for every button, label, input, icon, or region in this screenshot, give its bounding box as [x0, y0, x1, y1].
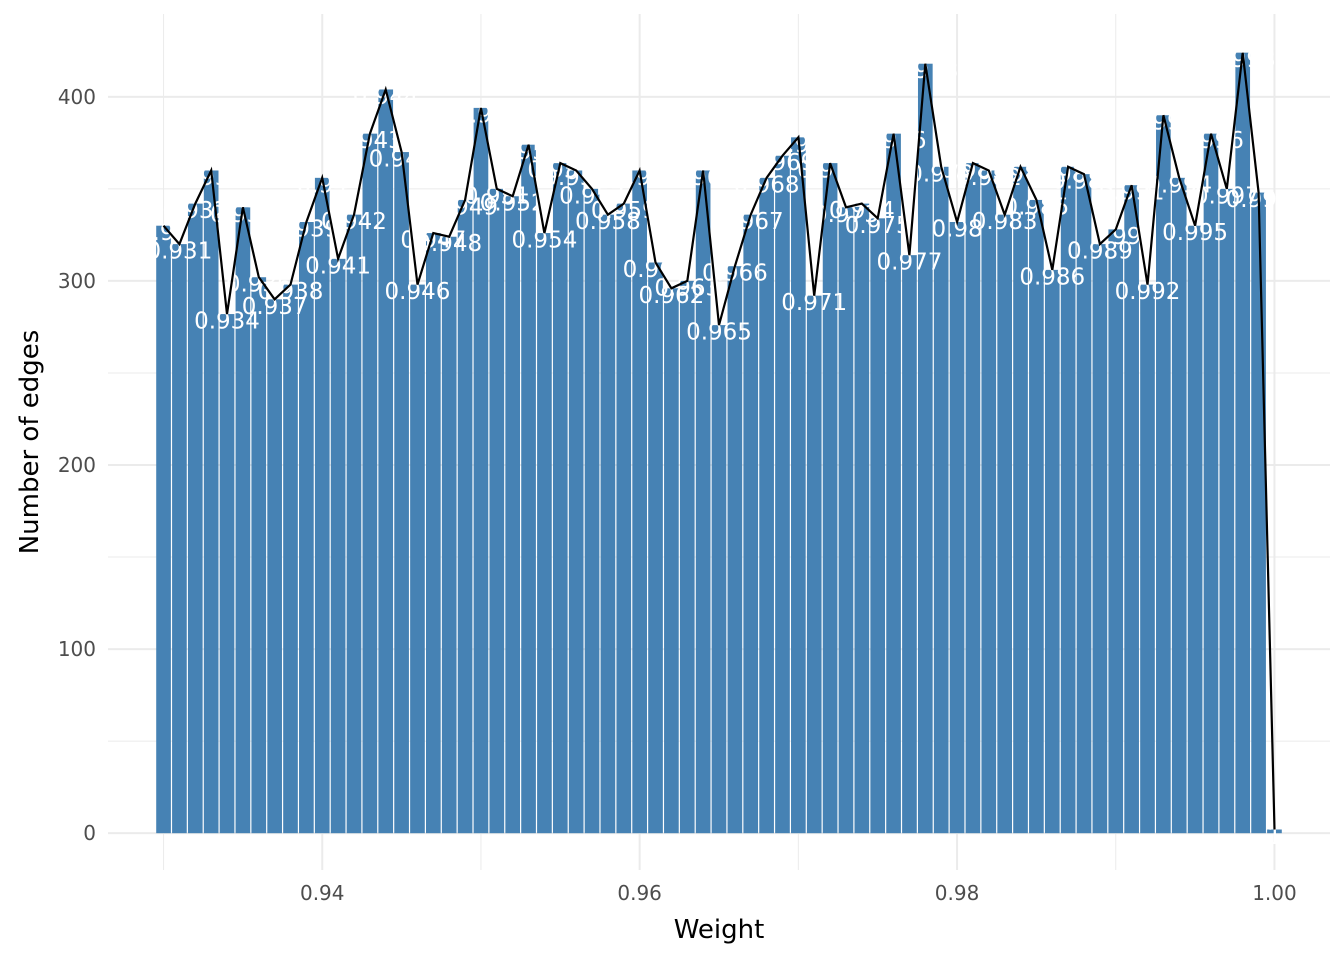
- bar: [172, 244, 187, 834]
- y-tick-label: 300: [58, 269, 96, 293]
- bar: [695, 170, 711, 834]
- bar: [426, 233, 441, 834]
- bar: [965, 163, 981, 834]
- bar: [267, 299, 282, 834]
- bar: [632, 170, 647, 834]
- bar: [156, 225, 171, 834]
- bar: [473, 107, 489, 834]
- bar: [886, 133, 901, 834]
- bar: [917, 63, 933, 834]
- bar-label: 0.974: [829, 198, 895, 224]
- bar: [949, 222, 965, 834]
- bar: [679, 280, 695, 834]
- y-tick-label: 400: [58, 85, 96, 109]
- bar: [1219, 188, 1235, 834]
- bar: [441, 236, 457, 834]
- bars: [156, 52, 1282, 834]
- bar: [1124, 185, 1139, 834]
- bar-label: 0.953: [496, 139, 562, 165]
- bar: [187, 203, 203, 834]
- bar: [251, 277, 267, 834]
- x-tick-label: 1.00: [1252, 881, 1297, 905]
- bar: [981, 170, 997, 834]
- x-tick-label: 0.96: [617, 881, 662, 905]
- trend-line: [162, 52, 1276, 830]
- bar: [791, 137, 806, 834]
- bar: [505, 196, 521, 834]
- bar: [1171, 177, 1187, 834]
- bar-label: 0.988: [1051, 169, 1117, 195]
- y-axis-title: Number of edges: [15, 330, 45, 555]
- bar: [870, 218, 886, 834]
- bar: [1092, 244, 1108, 834]
- bar-label: 1: [1267, 824, 1282, 850]
- bar: [616, 203, 632, 834]
- bar: [521, 144, 536, 834]
- x-tick-label: 0.94: [300, 881, 345, 905]
- x-tick-label: 0.98: [935, 881, 980, 905]
- bar: [775, 155, 790, 834]
- bar: [711, 325, 727, 834]
- bar-label: 0.991: [1099, 180, 1165, 206]
- bar: [394, 152, 409, 834]
- bar: [378, 89, 394, 834]
- bar: [997, 214, 1012, 834]
- bar: [1251, 192, 1266, 834]
- y-tick-label: 0: [83, 821, 96, 845]
- bar: [489, 188, 505, 834]
- bar: [933, 166, 949, 834]
- bar: [902, 255, 917, 834]
- bar: [1156, 115, 1171, 834]
- y-tick-label: 100: [58, 637, 96, 661]
- bar: [584, 188, 600, 834]
- bar: [743, 214, 759, 834]
- bar-label: 0.95: [455, 102, 506, 128]
- bar: [822, 163, 838, 834]
- bar: [235, 207, 251, 834]
- bar: [203, 170, 219, 834]
- bar: [1044, 269, 1060, 834]
- bar: [314, 177, 330, 834]
- bar: [1013, 166, 1028, 834]
- bar: [759, 177, 774, 834]
- bar: [727, 266, 743, 834]
- y-axis-tick-labels: 0 100 200 300 400: [58, 85, 96, 845]
- bar: [552, 163, 568, 834]
- bar: [330, 258, 346, 834]
- bar: [568, 170, 584, 834]
- bar-labels: 0.930.9310.9320.9330.9340.9350.9360.9370…: [138, 47, 1292, 850]
- bar: [1108, 229, 1124, 834]
- bar: [806, 295, 822, 834]
- bar: [838, 207, 854, 834]
- bar: [219, 314, 235, 834]
- bar: [1203, 133, 1219, 834]
- bar: [1187, 225, 1203, 834]
- bar: [664, 288, 679, 834]
- bar: [1076, 174, 1092, 834]
- x-axis-tick-labels: 0.94 0.96 0.98 1.00: [300, 881, 1297, 905]
- x-axis-title: Weight: [674, 915, 765, 945]
- bar: [648, 262, 663, 834]
- bar: [1060, 166, 1076, 834]
- y-tick-label: 200: [58, 453, 96, 477]
- bar: [1029, 199, 1044, 834]
- bar: [346, 214, 362, 834]
- bar: [1267, 829, 1282, 834]
- bar: [457, 199, 473, 834]
- bar: [1140, 284, 1155, 834]
- bar: [600, 214, 616, 834]
- bar: [1235, 52, 1251, 834]
- bar: [299, 222, 314, 834]
- bar: [410, 284, 425, 834]
- bar: [537, 233, 552, 834]
- bar: [283, 284, 298, 834]
- bar: [362, 133, 378, 834]
- bar: [854, 203, 870, 834]
